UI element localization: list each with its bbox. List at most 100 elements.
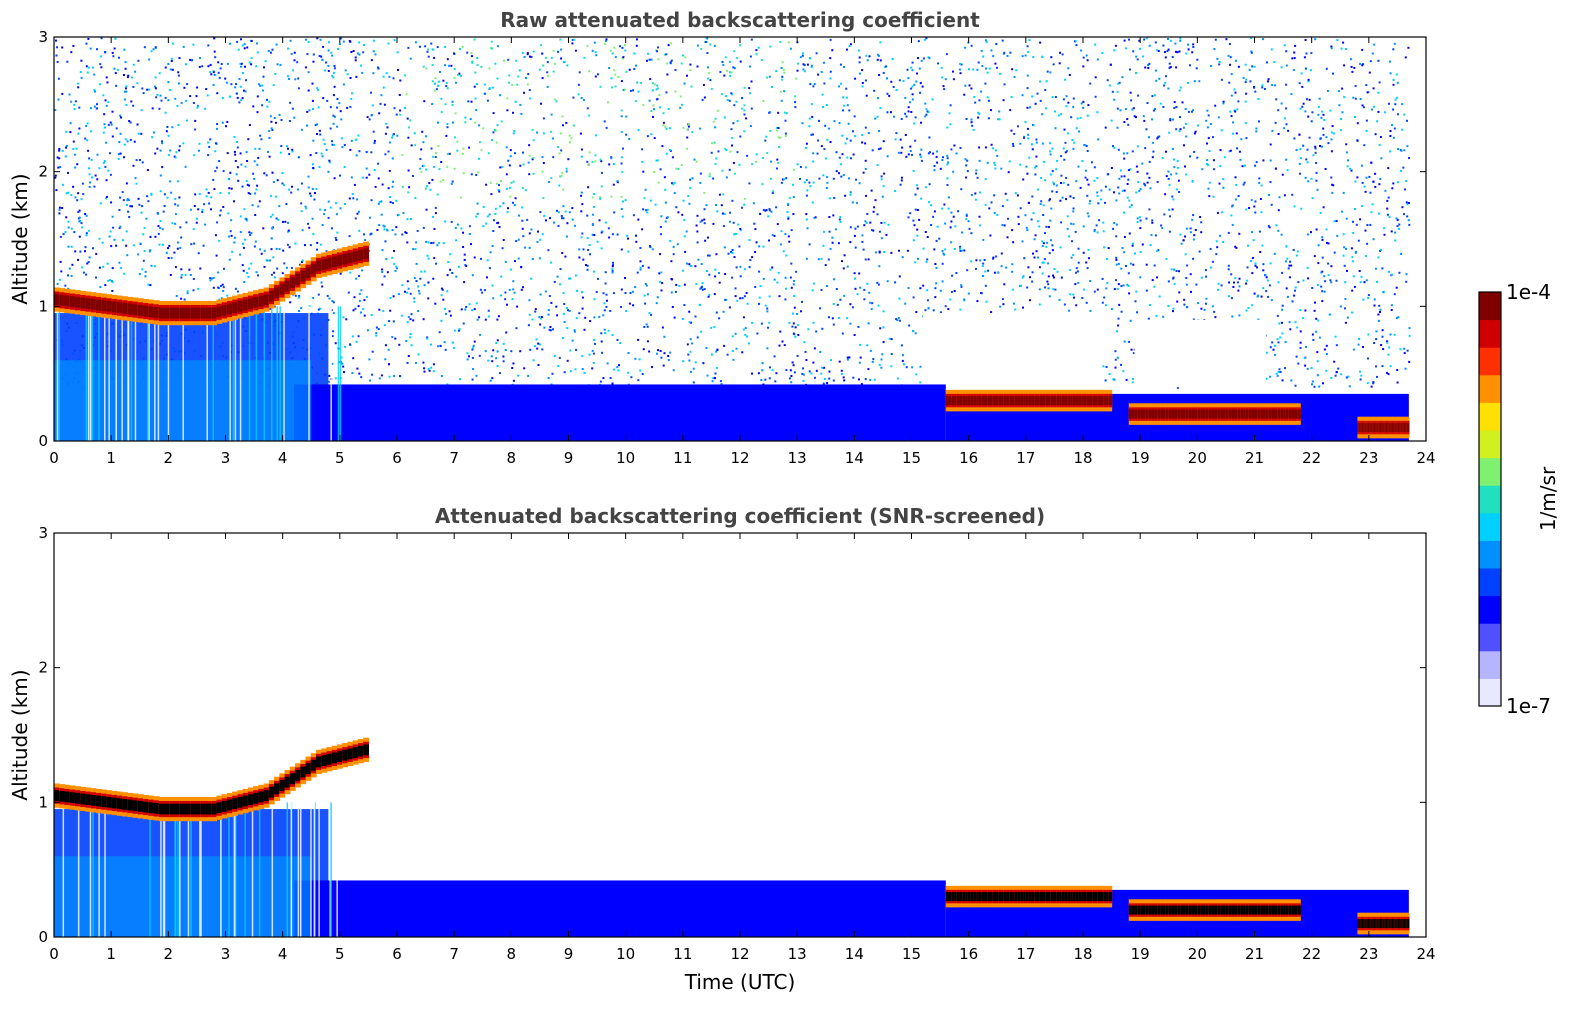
noise-pixel — [968, 84, 971, 87]
noise-pixel — [530, 277, 533, 280]
noise-pixel — [311, 187, 314, 190]
noise-pixel — [1110, 167, 1113, 169]
noise-pixel — [659, 226, 662, 228]
noise-pixel — [473, 256, 476, 259]
noise-pixel — [1320, 271, 1323, 274]
noise-pixel — [992, 257, 995, 260]
noise-pixel — [1258, 120, 1260, 123]
noise-pixel — [1311, 383, 1313, 386]
noise-pixel — [431, 215, 434, 218]
noise-pixel — [1242, 183, 1245, 186]
noise-pixel — [1035, 138, 1038, 141]
noise-pixel — [569, 349, 572, 352]
noise-pixel — [982, 238, 985, 241]
noise-pixel — [627, 371, 630, 374]
noise-pixel — [631, 290, 634, 293]
noise-pixel — [1325, 353, 1328, 355]
noise-pixel — [1187, 110, 1190, 113]
noise-pixel — [886, 280, 889, 283]
noise-pixel — [409, 318, 412, 321]
noise-pixel — [1080, 102, 1083, 105]
noise-pixel — [286, 243, 289, 246]
noise-pixel — [78, 235, 81, 238]
noise-pixel — [1279, 371, 1282, 373]
noise-pixel — [510, 268, 513, 271]
noise-pixel — [1286, 295, 1289, 298]
noise-pixel — [563, 371, 566, 374]
noise-pixel — [739, 297, 742, 300]
noise-pixel — [126, 254, 129, 257]
noise-pixel — [1330, 138, 1333, 141]
noise-pixel — [959, 147, 962, 149]
noise-pixel — [391, 185, 394, 188]
noise-pixel — [407, 287, 410, 290]
noise-pixel — [476, 318, 479, 321]
noise-pixel — [300, 128, 303, 131]
noise-pixel — [502, 342, 505, 345]
noise-pixel — [1045, 225, 1048, 228]
noise-pixel — [1121, 247, 1124, 249]
noise-pixel — [229, 230, 232, 233]
noise-pixel — [710, 151, 713, 154]
noise-pixel — [660, 289, 663, 292]
noise-pixel — [1104, 185, 1107, 188]
noise-pixel — [146, 195, 149, 198]
noise-pixel — [123, 156, 125, 159]
noise-pixel — [585, 264, 587, 266]
noise-pixel — [652, 82, 655, 85]
noise-pixel — [502, 202, 505, 205]
noise-pixel — [1044, 179, 1047, 182]
noise-pixel — [1345, 143, 1348, 146]
noise-pixel — [560, 48, 563, 51]
noise-pixel — [1232, 286, 1235, 288]
noise-pixel — [201, 208, 204, 211]
noise-pixel — [521, 187, 524, 189]
noise-pixel — [1199, 216, 1202, 218]
noise-pixel — [791, 183, 794, 186]
noise-pixel — [405, 93, 408, 96]
noise-pixel — [992, 147, 995, 150]
noise-pixel — [1077, 165, 1080, 168]
noise-pixel — [985, 300, 988, 303]
noise-pixel — [334, 377, 337, 380]
noise-pixel — [953, 247, 956, 250]
noise-pixel — [109, 173, 112, 176]
noise-pixel — [897, 151, 900, 154]
noise-pixel — [74, 166, 77, 169]
noise-pixel — [244, 165, 247, 168]
noise-pixel — [512, 280, 515, 283]
noise-pixel — [381, 249, 384, 252]
noise-pixel — [1322, 113, 1325, 116]
noise-pixel — [437, 121, 439, 124]
noise-pixel — [1067, 101, 1070, 104]
noise-pixel — [254, 192, 257, 195]
noise-pixel — [1179, 128, 1182, 131]
noise-pixel — [1265, 290, 1268, 293]
noise-pixel — [223, 267, 225, 270]
noise-pixel — [316, 87, 319, 90]
noise-pixel — [105, 197, 108, 200]
noise-pixel — [635, 44, 638, 47]
noise-pixel — [586, 237, 589, 240]
noise-pixel — [925, 37, 928, 40]
noise-pixel — [209, 279, 212, 282]
noise-pixel — [195, 221, 198, 224]
noise-pixel — [438, 168, 441, 171]
noise-pixel — [970, 121, 973, 124]
noise-pixel — [1176, 166, 1179, 169]
noise-pixel — [947, 207, 950, 210]
noise-pixel — [822, 106, 825, 108]
noise-pixel — [696, 336, 699, 339]
noise-pixel — [369, 379, 372, 382]
noise-pixel — [1327, 274, 1330, 277]
noise-pixel — [593, 234, 596, 236]
noise-pixel — [581, 203, 584, 206]
noise-pixel — [818, 119, 820, 122]
noise-pixel — [578, 71, 581, 74]
noise-pixel — [116, 68, 119, 71]
noise-pixel — [1024, 121, 1027, 124]
noise-pixel — [1035, 155, 1038, 158]
noise-pixel — [1292, 248, 1295, 251]
noise-pixel — [196, 106, 199, 109]
noise-pixel — [1189, 273, 1192, 276]
